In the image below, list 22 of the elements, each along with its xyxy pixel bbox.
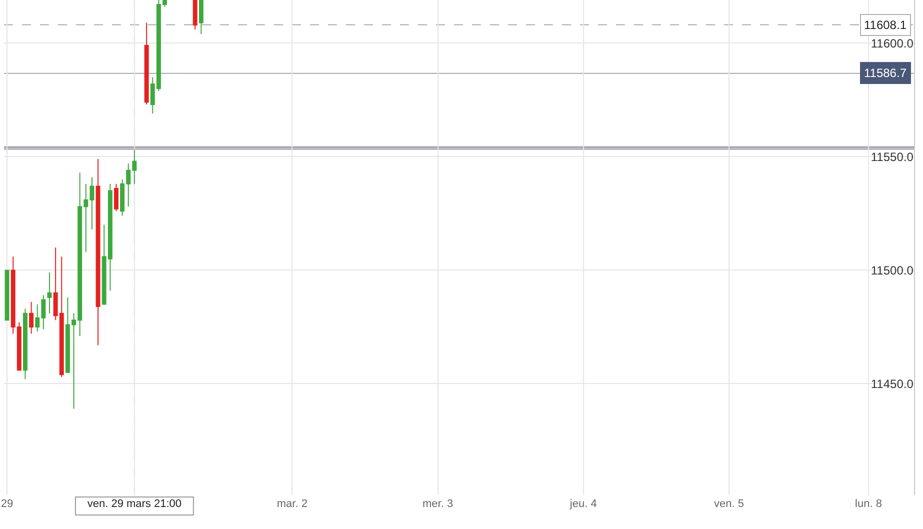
- x-tick-label: jeu. 4: [568, 498, 597, 510]
- candlestick: [198, 0, 204, 35]
- x-tick-label: 29: [0, 498, 14, 510]
- x-tick-label: mar. 2: [276, 498, 308, 510]
- y-tick-label: 11450.0: [870, 376, 914, 391]
- x-tick-label: ven. 29 mars 21:00: [87, 498, 182, 510]
- x-tick-label: lun. 8: [855, 498, 882, 510]
- candlestick: [47, 272, 52, 314]
- y-tick-label: 11500.0: [870, 263, 914, 278]
- candlestick: [192, 0, 198, 30]
- candlestick: [22, 308, 28, 380]
- candlestick: [4, 270, 10, 321]
- ref-line-label: 11586.7: [864, 66, 907, 80]
- x-tick-label: ven. 5: [714, 498, 744, 510]
- ref-line-label: 11608.1: [864, 18, 907, 32]
- candlestick: [29, 302, 34, 334]
- candlestick: [114, 183, 118, 212]
- x-tick-label: mer. 3: [422, 498, 454, 510]
- candlestick: [144, 22, 149, 105]
- candlestick: [96, 158, 100, 346]
- y-tick-label: 11550.0: [870, 150, 914, 164]
- y-tick-label: 11600.0: [870, 36, 914, 50]
